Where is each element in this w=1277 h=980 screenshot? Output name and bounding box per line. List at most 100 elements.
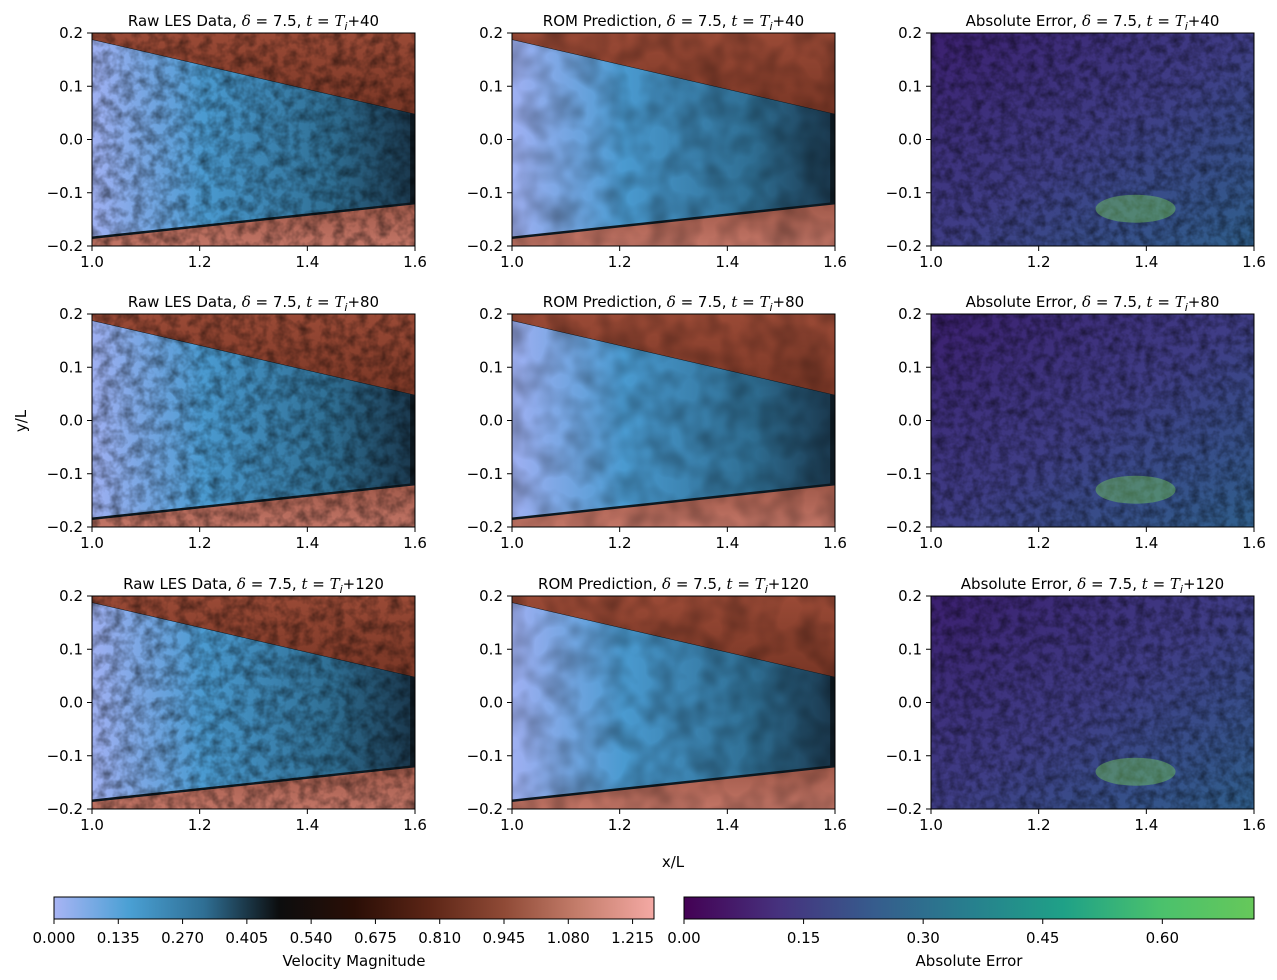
y-tick-label: −0.1 <box>886 184 922 202</box>
y-tick-label: −0.2 <box>467 800 503 818</box>
title-T-symbol: T <box>1175 12 1186 30</box>
title-delta-symbol: δ <box>662 575 671 593</box>
y-tick-label: 0.1 <box>479 358 503 376</box>
title-i-subscript: i <box>765 583 768 596</box>
y-tick-label: 0.2 <box>898 24 922 42</box>
x-tick-label: 1.0 <box>500 534 524 552</box>
subplot-rom-t40: ROM Prediction, δ = 7.5, t = Ti+401.0 1.2… <box>467 12 847 271</box>
y-tick-label: −0.2 <box>47 237 83 255</box>
subplot-title: Absolute Error, δ = 7.5, t = Ti+120 <box>961 575 1224 596</box>
colorbar-tick-label: 0.000 <box>33 929 76 947</box>
y-tick-label: 0.2 <box>898 587 922 605</box>
title-i-subscript: i <box>769 20 772 33</box>
colorbar-velocity: 0.000 0.135 0.270 0.405 0.540 0.675 0.810 0.945… <box>33 896 655 970</box>
x-tick-label: 1.6 <box>1242 534 1266 552</box>
colorbar-tick-label: 0.540 <box>290 929 333 947</box>
y-tick-label: −0.1 <box>886 747 922 765</box>
y-tick-label: 0.2 <box>59 587 83 605</box>
y-tick-label: 0.1 <box>59 358 83 376</box>
x-tick-label: 1.6 <box>403 253 427 271</box>
y-tick-label: 0.2 <box>59 24 83 42</box>
title-time-offset: +40 <box>347 12 379 30</box>
colorbar-tick-label: 0.405 <box>225 929 268 947</box>
title-delta-symbol: δ <box>667 12 676 30</box>
x-tick-label: 1.2 <box>608 253 632 271</box>
y-tick-label: 0.0 <box>479 694 503 712</box>
turbulence-texture <box>92 314 415 527</box>
y-tick-label: −0.2 <box>886 800 922 818</box>
y-tick-label: −0.2 <box>47 800 83 818</box>
turbulence-texture <box>512 314 835 527</box>
x-tick-label: 1.0 <box>919 816 943 834</box>
colorbar-label: Absolute Error <box>916 952 1024 970</box>
colorbar-gradient <box>53 896 655 920</box>
subplot-title: Absolute Error, δ = 7.5, t = Ti+40 <box>966 12 1220 33</box>
x-tick-label: 1.4 <box>715 816 739 834</box>
colorbar-gradient <box>683 896 1255 920</box>
x-tick-label: 1.2 <box>1027 253 1051 271</box>
title-time-offset: +120 <box>768 575 809 593</box>
title-i-subscript: i <box>769 301 772 314</box>
title-delta-symbol: δ <box>1082 293 1091 311</box>
title-T-symbol: T <box>334 12 345 30</box>
heatmap-image <box>92 314 415 527</box>
x-tick-label: 1.0 <box>500 816 524 834</box>
title-i-subscript: i <box>1185 20 1188 33</box>
error-texture <box>931 314 1254 527</box>
subplot-err-t120: Absolute Error, δ = 7.5, t = Ti+120 1.0 1.… <box>886 575 1266 834</box>
y-tick-label: 0.1 <box>898 640 922 658</box>
x-tick-label: 1.0 <box>80 253 104 271</box>
x-tick-label: 1.4 <box>1134 534 1158 552</box>
title-i-subscript: i <box>1180 583 1183 596</box>
title-time-offset: +120 <box>343 575 384 593</box>
subplot-title: ROM Prediction, δ = 7.5, t = Ti+80 <box>543 293 804 314</box>
colorbar-tick-label: 0.270 <box>161 929 204 947</box>
colorbar-tick-label: 1.080 <box>547 929 590 947</box>
x-tick-label: 1.0 <box>919 253 943 271</box>
y-tick-label: 0.0 <box>898 131 922 149</box>
title-T-symbol: T <box>759 293 770 311</box>
x-tick-label: 1.4 <box>295 816 319 834</box>
colorbar-tick-label: 0.15 <box>787 929 820 947</box>
title-t-symbol: t <box>306 12 313 30</box>
x-tick-label: 1.0 <box>919 534 943 552</box>
x-tick-label: 1.2 <box>188 253 212 271</box>
x-tick-label: 1.0 <box>80 816 104 834</box>
y-tick-label: 0.1 <box>59 77 83 95</box>
y-tick-label: 0.0 <box>898 412 922 430</box>
x-tick-label: 1.4 <box>1134 816 1158 834</box>
subplot-title: Absolute Error, δ = 7.5, t = Ti+80 <box>966 293 1220 314</box>
y-tick-label: 0.0 <box>59 694 83 712</box>
subplot-raw-t40: Raw LES Data, δ = 7.5, t = Ti+40 1.0 1.2 1.… <box>47 12 427 271</box>
title-t-symbol: t <box>1142 575 1149 593</box>
colorbars: 0.000 0.135 0.270 0.405 0.540 0.675 0.810 0.945… <box>33 896 1255 970</box>
colorbar-label: Velocity Magnitude <box>282 952 425 970</box>
y-tick-label: −0.1 <box>47 747 83 765</box>
y-tick-label: 0.0 <box>59 131 83 149</box>
turbulence-texture <box>512 596 835 809</box>
y-tick-label: −0.2 <box>467 237 503 255</box>
title-t-symbol: t <box>731 293 738 311</box>
colorbar-tick-label: 0.675 <box>354 929 397 947</box>
title-t-symbol: t <box>1147 293 1154 311</box>
x-tick-label: 1.4 <box>295 253 319 271</box>
title-delta-symbol: δ <box>1077 575 1086 593</box>
title-T-symbol: T <box>1175 293 1186 311</box>
heatmap-image <box>92 33 415 246</box>
error-texture <box>931 596 1254 809</box>
title-delta-symbol: δ <box>1082 12 1091 30</box>
title-T-symbol: T <box>1170 575 1181 593</box>
title-time-offset: +120 <box>1183 575 1224 593</box>
title-T-symbol: T <box>334 293 345 311</box>
y-tick-label: −0.2 <box>467 518 503 536</box>
subplot-err-t80: Absolute Error, δ = 7.5, t = Ti+80 1.0 1.2… <box>886 293 1266 552</box>
heatmap-image <box>931 33 1254 246</box>
y-tick-label: 0.2 <box>479 24 503 42</box>
y-tick-label: −0.2 <box>886 518 922 536</box>
title-delta-symbol: δ <box>242 12 251 30</box>
y-tick-label: 0.0 <box>479 412 503 430</box>
title-i-subscript: i <box>344 20 347 33</box>
heatmap-image <box>931 314 1254 527</box>
heatmap-image <box>931 596 1254 809</box>
title-delta-symbol: δ <box>242 293 251 311</box>
